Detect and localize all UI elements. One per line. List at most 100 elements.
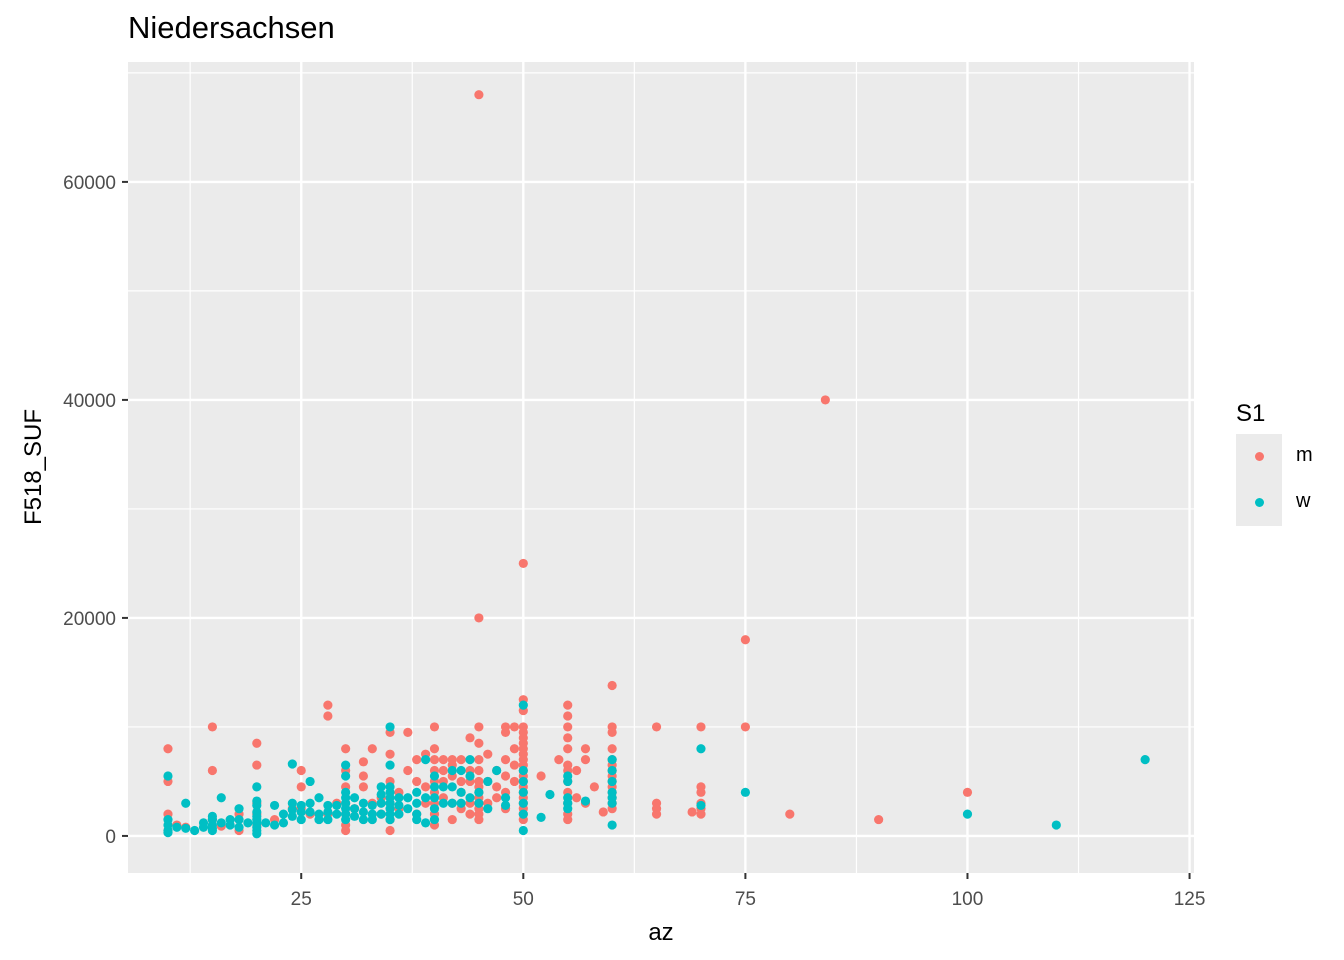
point-m — [509, 744, 520, 754]
point-w — [234, 822, 244, 832]
point-w — [1051, 820, 1061, 830]
point-m — [412, 776, 422, 787]
point-m — [563, 814, 573, 825]
point-m — [500, 771, 511, 781]
point-w — [296, 814, 306, 825]
point-m — [252, 760, 262, 770]
point-m — [580, 755, 591, 765]
x-axis-label: az — [648, 919, 673, 946]
point-w — [323, 814, 333, 825]
point-m — [589, 782, 599, 792]
point-m — [341, 744, 351, 754]
point-m — [358, 757, 369, 767]
legend-keys: m w — [1236, 434, 1313, 526]
legend: S1 m w — [1236, 400, 1313, 526]
x-tick-label: 75 — [735, 889, 756, 910]
point-w — [287, 798, 297, 808]
point-w — [518, 798, 528, 808]
series-w — [163, 700, 1150, 839]
point-m — [874, 814, 884, 825]
point-w — [163, 828, 173, 838]
point-w — [474, 787, 484, 797]
point-m — [358, 782, 369, 792]
point-w — [518, 825, 528, 836]
point-w — [412, 787, 422, 797]
point-w — [296, 800, 306, 811]
point-m — [207, 765, 217, 776]
point-w — [483, 804, 493, 814]
point-m — [403, 727, 413, 737]
point-w — [323, 807, 333, 817]
point-w — [740, 787, 750, 797]
point-w — [287, 759, 297, 769]
point-m — [420, 782, 431, 792]
point-m — [572, 793, 582, 803]
legend-dot-w — [1255, 498, 1264, 507]
point-m — [554, 755, 564, 765]
point-w — [420, 818, 431, 828]
point-w — [332, 800, 342, 811]
point-w — [385, 760, 395, 770]
point-m — [474, 814, 484, 825]
point-w — [341, 771, 351, 781]
point-w — [500, 800, 511, 811]
point-w — [607, 820, 617, 830]
point-m — [509, 722, 520, 732]
point-w — [376, 789, 386, 800]
point-w — [607, 755, 617, 765]
point-m — [474, 738, 484, 748]
point-m — [696, 722, 706, 732]
point-m — [563, 722, 573, 732]
point-w — [207, 825, 217, 836]
point-m — [740, 635, 750, 645]
point-w — [403, 804, 413, 814]
point-w — [607, 765, 617, 776]
point-w — [580, 796, 591, 806]
point-m — [607, 744, 617, 754]
point-w — [500, 793, 511, 803]
point-m — [740, 722, 750, 732]
point-w — [403, 793, 413, 803]
point-w — [394, 800, 404, 811]
point-w — [456, 787, 466, 797]
point-w — [492, 765, 502, 776]
point-m — [438, 765, 448, 776]
point-w — [198, 822, 209, 832]
x-tick-label: 25 — [291, 889, 312, 910]
point-m — [785, 809, 795, 819]
point-m — [429, 744, 440, 754]
point-w — [429, 771, 440, 781]
point-w — [474, 798, 484, 808]
series-m — [163, 90, 973, 836]
point-w — [252, 800, 262, 811]
point-w — [332, 809, 342, 819]
point-w — [252, 829, 262, 839]
point-w — [545, 789, 555, 800]
point-w — [607, 798, 617, 808]
point-w — [447, 798, 457, 808]
point-w — [190, 825, 200, 836]
point-w — [376, 782, 386, 792]
point-m — [474, 755, 484, 765]
point-m — [483, 749, 493, 759]
point-m — [474, 613, 484, 623]
point-w — [314, 793, 324, 803]
legend-label-m: m — [1296, 444, 1313, 466]
point-m — [518, 558, 528, 569]
point-w — [181, 798, 191, 808]
point-m — [358, 771, 369, 781]
point-w — [456, 765, 466, 776]
point-w — [465, 755, 475, 765]
y-tick-label: 60000 — [63, 173, 116, 194]
point-m — [651, 722, 662, 732]
point-m — [403, 765, 413, 776]
y-axis-label: F518_SUF — [20, 409, 47, 525]
point-m — [509, 776, 520, 787]
point-m — [323, 700, 333, 710]
point-m — [163, 744, 173, 754]
point-m — [474, 765, 484, 776]
point-w — [394, 793, 404, 803]
point-w — [394, 809, 404, 819]
point-m — [465, 809, 475, 819]
